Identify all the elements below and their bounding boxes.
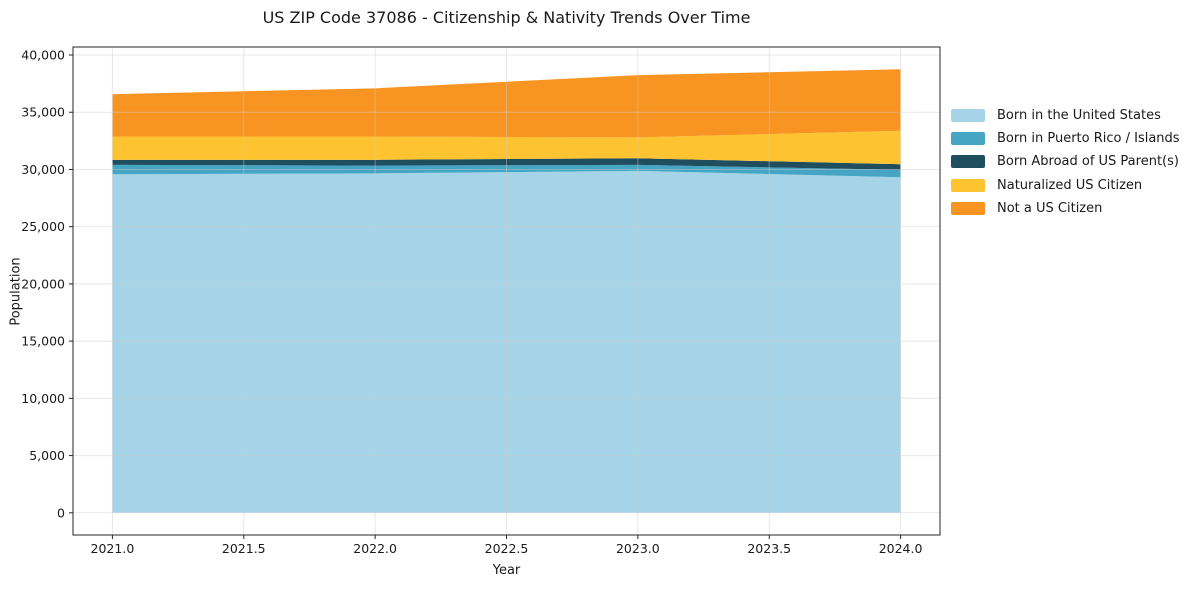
legend: Born in the United States Born in Puerto … — [951, 104, 1180, 220]
x-tick-label: 2022.5 — [485, 541, 529, 556]
x-axis-label: Year — [492, 563, 521, 578]
y-axis-label: Population — [8, 257, 24, 326]
y-tick-label: 10,000 — [21, 391, 65, 406]
legend-swatch-icon — [951, 178, 985, 192]
x-tick-label: 2023.0 — [616, 541, 660, 556]
legend-item: Born Abroad of US Parent(s) — [951, 150, 1180, 173]
y-tick-label: 40,000 — [21, 48, 65, 63]
legend-item: Naturalized US Citizen — [951, 174, 1180, 197]
legend-swatch-icon — [951, 155, 985, 169]
legend-label: Naturalized US Citizen — [997, 177, 1143, 193]
chart-title: US ZIP Code 37086 - Citizenship & Nativi… — [262, 8, 751, 27]
x-tick-label: 2022.0 — [353, 541, 397, 556]
y-tick-label: 30,000 — [21, 162, 65, 177]
legend-item: Not a US Citizen — [951, 197, 1180, 220]
y-tick-label: 0 — [57, 505, 65, 520]
area-series-4 — [112, 69, 901, 138]
y-tick-label: 15,000 — [21, 334, 65, 349]
legend-swatch-icon — [951, 132, 985, 146]
area-series-2 — [112, 158, 901, 170]
legend-item: Born in the United States — [951, 104, 1180, 127]
area-series-3 — [112, 130, 901, 165]
x-tick-label: 2023.5 — [747, 541, 791, 556]
legend-swatch-icon — [951, 109, 985, 123]
y-tick-label: 20,000 — [21, 276, 65, 291]
legend-swatch-icon — [951, 201, 985, 215]
legend-label: Not a US Citizen — [997, 200, 1103, 216]
area-series-0 — [112, 170, 901, 513]
legend-label: Born in the United States — [997, 108, 1161, 124]
legend-item: Born in Puerto Rico / Islands — [951, 127, 1180, 150]
legend-label: Born in Puerto Rico / Islands — [997, 131, 1180, 147]
legend-label: Born Abroad of US Parent(s) — [997, 154, 1179, 170]
x-tick-label: 2021.0 — [91, 541, 135, 556]
y-tick-label: 35,000 — [21, 105, 65, 120]
axes-frame — [72, 46, 941, 536]
area-series-1 — [112, 164, 901, 178]
y-tick-label: 5,000 — [29, 448, 65, 463]
x-tick-label: 2021.5 — [222, 541, 266, 556]
x-tick-label: 2024.0 — [879, 541, 923, 556]
y-tick-label: 25,000 — [21, 219, 65, 234]
